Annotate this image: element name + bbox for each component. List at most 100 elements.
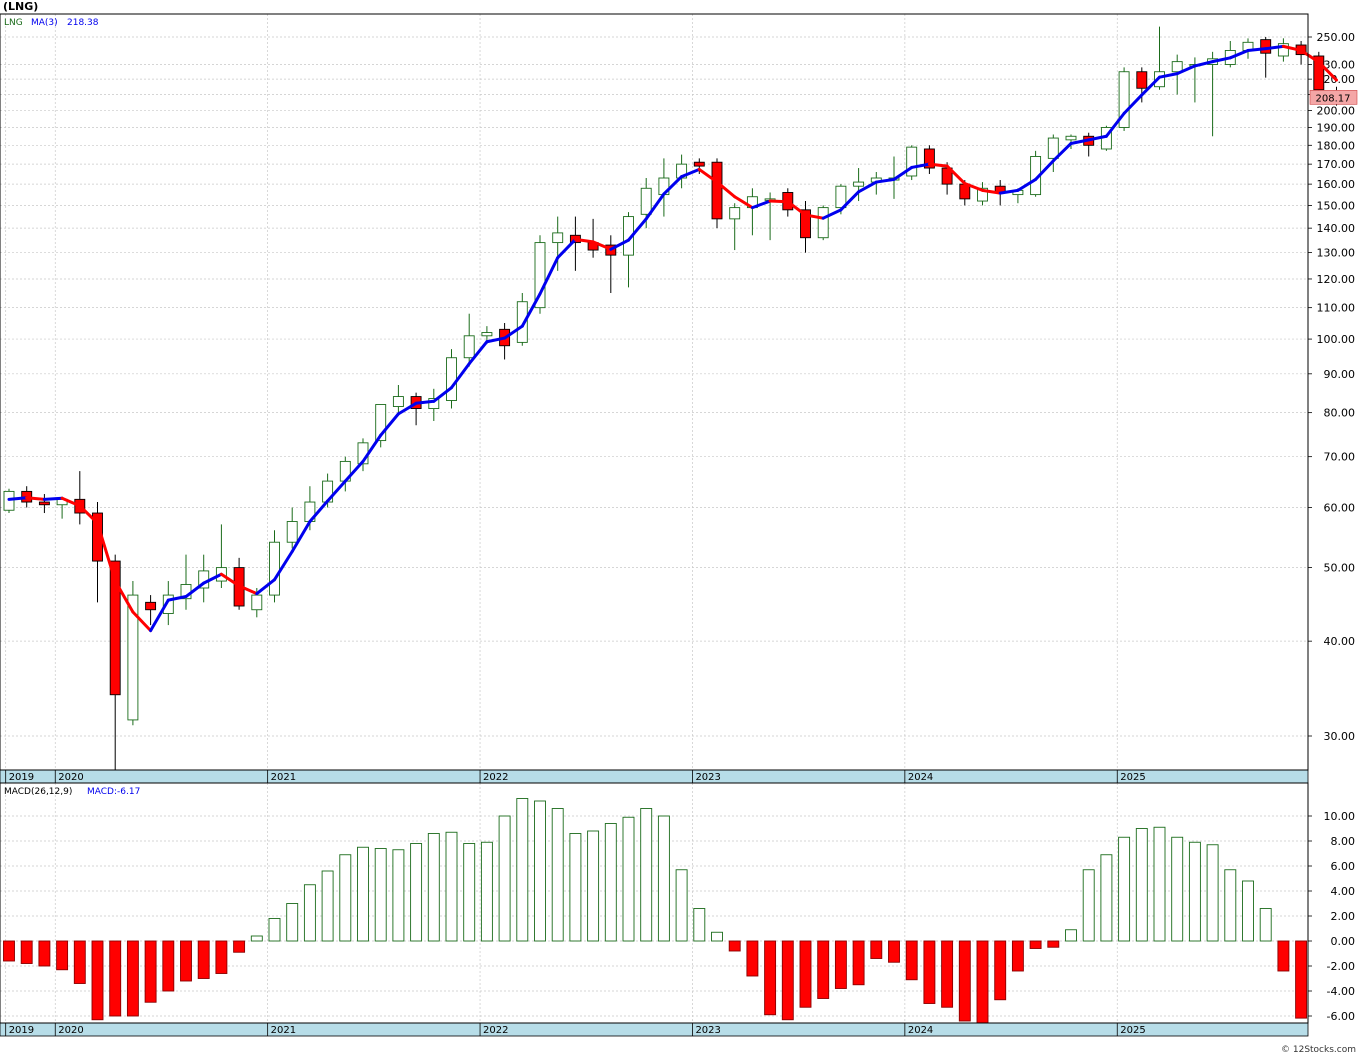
price-tick-label: 250.00	[1317, 31, 1356, 44]
macd-tick-label: 6.00	[1331, 860, 1356, 873]
chart-title: (LNG)	[3, 0, 38, 13]
macd-bar	[250, 935, 263, 942]
ma-segment	[839, 190, 861, 212]
x-axis-year-label: 2023	[695, 1025, 720, 1036]
macd-bar	[303, 884, 316, 942]
x-axis-year-label: 2019	[9, 1025, 34, 1036]
macd-bar	[321, 870, 334, 942]
candle-body	[729, 207, 741, 220]
ma-segment	[379, 412, 400, 437]
price-tick-label: 80.00	[1324, 407, 1356, 420]
moving-average-line	[7, 44, 1338, 633]
x-axis-band	[0, 769, 1309, 784]
macd-bar	[126, 940, 139, 1017]
ma-segment	[290, 520, 312, 554]
price-tick-label: 200.00	[1317, 105, 1356, 118]
macd-tick-label: 2.00	[1331, 910, 1356, 923]
macd-bar	[1118, 836, 1131, 942]
macd-axis: -6.00 -4.00 -2.00 0.00 2.00 4.00 6.00 8.00 10.00	[1308, 810, 1355, 1023]
ma-segment	[184, 581, 206, 599]
macd-tick-label: -6.00	[1327, 1010, 1355, 1023]
ma-segment	[450, 362, 471, 390]
macd-bar	[905, 940, 918, 981]
ma-segment	[113, 579, 135, 614]
candle-body	[923, 148, 935, 169]
candle-body	[906, 146, 918, 177]
ma-segment	[1104, 111, 1126, 138]
price-panel-frame	[0, 13, 1309, 771]
price-legend-ma-value: 218.38	[67, 18, 99, 28]
macd-bar	[852, 940, 865, 986]
ma-segment	[609, 238, 630, 251]
candle-body	[375, 404, 387, 442]
candle-body	[109, 560, 121, 696]
candle-body	[127, 594, 139, 721]
macd-bar	[622, 816, 635, 942]
ma-segment	[1193, 60, 1215, 68]
candle-body	[1313, 55, 1325, 91]
ma-segment	[361, 433, 383, 463]
macd-bar	[888, 940, 900, 963]
ma-segment	[485, 336, 507, 344]
macd-tick-label: 4.00	[1331, 885, 1356, 898]
macd-bar	[569, 833, 582, 942]
price-tick-label: 170.00	[1317, 158, 1356, 171]
candle-body	[1277, 43, 1289, 57]
ma-segment	[680, 167, 701, 179]
x-axis-year-label: 2022	[483, 772, 508, 783]
candle-body	[162, 594, 174, 614]
ma-segment	[768, 199, 790, 204]
candle-body	[693, 161, 705, 167]
ma-segment	[343, 459, 365, 483]
macd-bar	[357, 846, 369, 942]
macd-bar	[587, 830, 600, 942]
price-tick-label: 110.00	[1317, 302, 1356, 315]
macd-bar	[162, 940, 175, 992]
macd-bar	[374, 848, 387, 942]
macd-bar	[958, 940, 971, 1022]
ma-segment	[1158, 72, 1179, 79]
macd-bar	[746, 940, 759, 977]
macd-bar	[1188, 841, 1201, 942]
macd-bar	[144, 940, 157, 1003]
ma-segment	[1122, 93, 1144, 115]
macd-bar	[781, 940, 794, 1021]
ma-segment	[1087, 134, 1108, 142]
macd-legend-value: MACD:-6.17	[87, 787, 140, 797]
candle-body	[977, 187, 988, 202]
ma-segment	[1264, 44, 1285, 51]
macd-bar	[1047, 940, 1060, 948]
price-tick-label: 120.00	[1317, 273, 1356, 286]
macd-bar	[923, 940, 936, 1004]
price-legend-ma: MA(3)	[31, 18, 58, 28]
ma-segment	[166, 595, 188, 602]
ma-segment	[998, 188, 1020, 195]
ma-segment	[892, 165, 914, 181]
ma-segment	[149, 598, 170, 633]
candle-body	[446, 357, 457, 401]
candle-body	[392, 396, 404, 407]
price-tick-label: 130.00	[1317, 247, 1356, 260]
last-price-label: 208.17	[1316, 93, 1351, 104]
macd-bar	[480, 841, 493, 942]
macd-bar	[20, 940, 33, 964]
macd-bar	[870, 940, 883, 959]
ma-segment	[1211, 56, 1232, 64]
ma-segment	[1069, 138, 1091, 145]
ma-segment	[467, 340, 489, 366]
candle-body	[145, 601, 157, 611]
macd-bar	[268, 918, 281, 942]
ma-segment	[237, 584, 259, 596]
ma-segment	[556, 237, 577, 260]
ma-segment	[573, 237, 595, 244]
macd-bar	[799, 940, 812, 1008]
candle-body	[269, 541, 280, 596]
macd-bar	[427, 833, 440, 942]
macd-bar	[73, 940, 86, 984]
macd-bar	[1153, 826, 1166, 942]
ma-segment	[786, 200, 807, 217]
candle-body	[1065, 135, 1077, 141]
macd-bar	[233, 940, 246, 953]
macd-bar	[534, 800, 546, 942]
